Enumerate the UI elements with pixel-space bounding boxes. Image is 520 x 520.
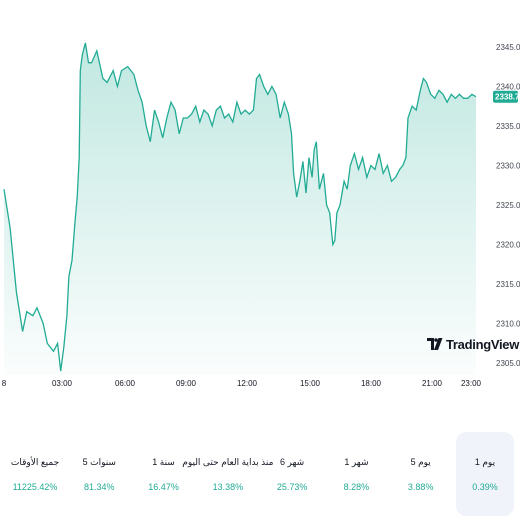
y-tick-label: 2315.00 [496, 280, 520, 289]
x-tick-label: 21:00 [422, 379, 443, 388]
watermark-text: TradingView [446, 336, 520, 352]
price-line [3, 42, 477, 372]
x-tick-label: 12:00 [237, 379, 258, 388]
x-tick-label: 06:00 [115, 379, 136, 388]
price-area [4, 42, 476, 376]
x-tick-label: 15:00 [300, 379, 321, 388]
x-tick-label: 09:00 [176, 379, 197, 388]
performance-periods: 1 يوم 0.39% 5 يوم 3.88% 1 شهر 8.28% 6 شهر 25.73… [0, 432, 520, 520]
period-change-value: 11225.42% [12, 481, 58, 492]
period-change-value: 81.34% [84, 481, 115, 492]
period-tab[interactable]: 1 يوم 0.39% [455, 432, 514, 516]
price-chart[interactable]: 2305.00 2310.00 2315.00 2320.00 2325.00 2330.… [0, 0, 520, 400]
period-label: 5 سنوات [82, 456, 116, 467]
period-tab[interactable]: 6 شهر 25.73% [263, 432, 321, 516]
period-tab[interactable]: منذ بداية العام حتى اليوم 13.38% [182, 432, 273, 516]
y-tick-label: 2345.00 [496, 43, 520, 52]
period-label: 1 سنة [152, 456, 175, 467]
period-label: 1 شهر [344, 456, 369, 467]
y-tick-label: 2305.00 [496, 359, 520, 368]
period-tab[interactable]: 1 شهر 8.28% [327, 432, 385, 516]
y-tick-label: 2340.00 [496, 82, 520, 91]
period-change-value: 13.38% [212, 481, 244, 492]
period-tab[interactable]: 5 يوم 3.88% [392, 432, 450, 516]
period-change-value: 3.88% [407, 481, 434, 492]
period-tab[interactable]: 1 سنة 16.47% [135, 432, 193, 516]
x-tick-label: 18:00 [361, 379, 382, 388]
period-label: منذ بداية العام حتى اليوم [182, 456, 274, 467]
period-change-value: 8.28% [343, 481, 370, 492]
x-tick-label: 03:00 [52, 379, 73, 388]
y-tick-label: 2325.00 [496, 201, 520, 210]
period-tab[interactable]: 5 سنوات 81.34% [70, 432, 128, 516]
x-tick-label: 8 [2, 379, 7, 388]
period-label: 1 يوم [474, 456, 496, 467]
period-change-value: 16.47% [148, 481, 179, 492]
y-tick-label: 2335.00 [496, 122, 520, 131]
period-label: جميع الأوقات [10, 456, 60, 467]
y-tick-label: 2310.00 [496, 320, 520, 329]
y-tick-label: 2330.00 [496, 162, 520, 171]
tradingview-watermark[interactable]: TradingView [427, 335, 519, 353]
period-change-value: 0.39% [472, 481, 498, 492]
period-change-value: 25.73% [276, 481, 308, 492]
period-label: 5 يوم [410, 456, 431, 467]
period-label: 6 شهر [280, 456, 305, 467]
x-tick-label: 23:00 [461, 379, 482, 388]
y-tick-label: 2320.00 [496, 241, 520, 250]
last-price-label: 2338.70 [495, 93, 520, 102]
last-price-badge [493, 90, 518, 103]
tradingview-logo-icon [427, 338, 443, 350]
chart-svg[interactable]: 2305.00 2310.00 2315.00 2320.00 2325.00 2330.… [0, 0, 520, 400]
period-tab[interactable]: جميع الأوقات 11225.42% [6, 432, 64, 516]
